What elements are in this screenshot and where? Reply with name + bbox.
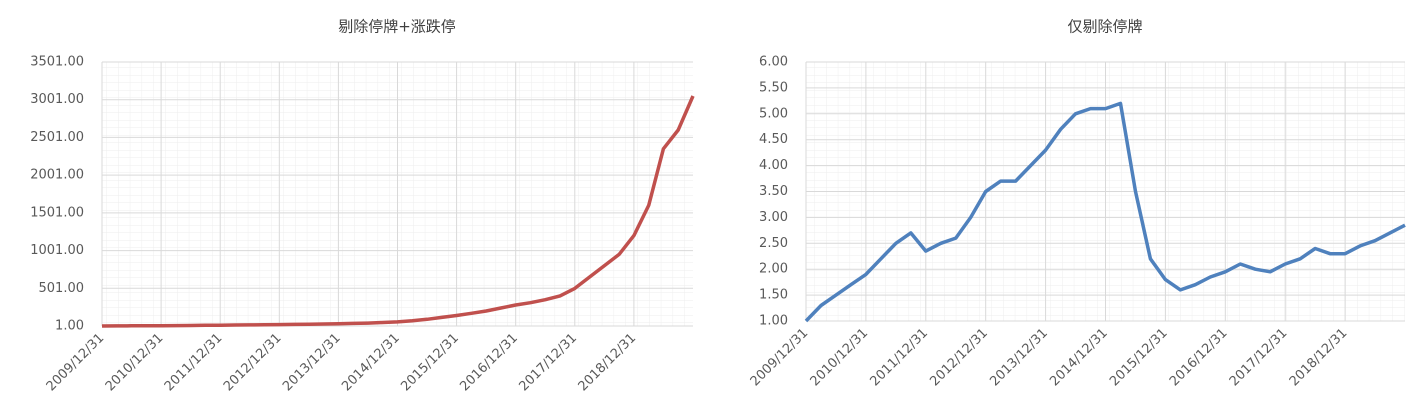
line — [101, 95, 695, 328]
line — [804, 101, 1406, 323]
y-tick-label: 1001.00 — [30, 243, 84, 258]
x-tick-label: 2012/12/31 — [221, 331, 285, 395]
y-tick-label: 5.00 — [759, 106, 788, 121]
y-tick-label: 3501.00 — [30, 55, 84, 70]
y-tick-label: 5.50 — [759, 80, 788, 95]
x-tick-label: 2014/12/31 — [339, 331, 403, 395]
y-tick-label: 2.00 — [759, 262, 788, 277]
x-tick-label: 2013/12/31 — [987, 326, 1051, 390]
y-tick-label: 2001.00 — [30, 168, 84, 183]
y-tick-label: 4.50 — [759, 132, 788, 147]
y-tick-label: 3001.00 — [30, 92, 84, 107]
y-tick-label: 1.00 — [55, 319, 84, 334]
x-tick-label: 2018/12/31 — [576, 331, 640, 395]
y-tick-label: 1.00 — [759, 314, 788, 329]
x-tick-label: 2009/12/31 — [748, 326, 812, 390]
y-tick-label: 1.50 — [759, 288, 788, 303]
x-tick-label: 2018/12/31 — [1287, 326, 1351, 390]
y-tick-label: 1501.00 — [30, 205, 84, 220]
y-tick-label: 3.50 — [759, 184, 788, 199]
x-tick-label: 2012/12/31 — [927, 326, 991, 390]
y-tick-label: 6.00 — [759, 55, 788, 70]
x-tick-label: 2010/12/31 — [103, 331, 167, 395]
chart-title: 仅剔除停牌 — [1067, 18, 1142, 36]
y-tick-label: 501.00 — [39, 281, 85, 296]
x-tick-label: 2013/12/31 — [280, 331, 344, 395]
x-tick-label: 2011/12/31 — [162, 331, 226, 395]
chart-title: 剔除停牌+涨跌停 — [338, 18, 456, 36]
y-tick-label: 2.50 — [759, 236, 788, 251]
x-tick-label: 2011/12/31 — [868, 326, 932, 390]
x-tick-label: 2009/12/31 — [44, 331, 108, 395]
x-tick-label: 2015/12/31 — [398, 331, 462, 395]
x-tick-label: 2014/12/31 — [1047, 326, 1111, 390]
x-tick-label: 2015/12/31 — [1107, 326, 1171, 390]
y-tick-label: 3.00 — [759, 210, 788, 225]
x-tick-label: 2016/12/31 — [1167, 326, 1231, 390]
x-tick-label: 2016/12/31 — [457, 331, 521, 395]
x-tick-label: 2010/12/31 — [808, 326, 872, 390]
x-tick-label: 2017/12/31 — [1227, 326, 1291, 390]
x-tick-label: 2017/12/31 — [517, 331, 581, 395]
y-tick-label: 4.00 — [759, 158, 788, 173]
y-tick-label: 2501.00 — [30, 130, 84, 145]
